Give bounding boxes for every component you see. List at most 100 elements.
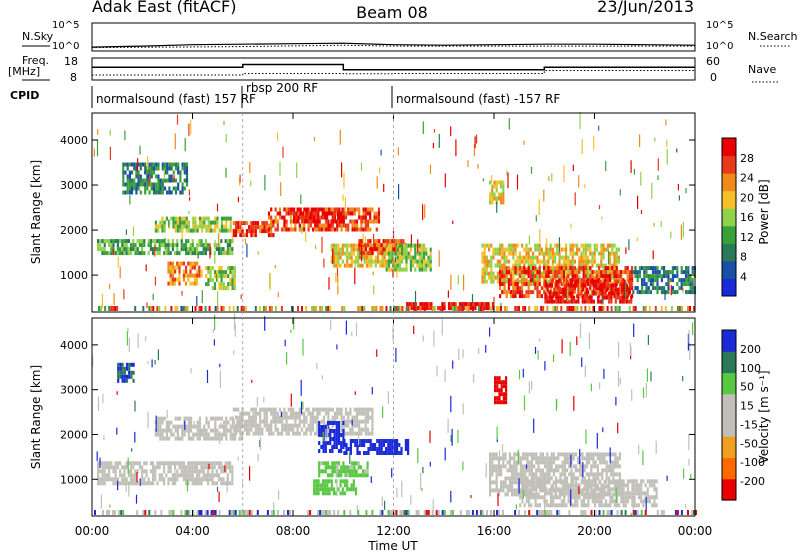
power-cell-10 <box>405 267 408 272</box>
power-cell-0 <box>163 239 166 244</box>
velocity-cell-7 <box>561 452 564 457</box>
power-cell-10 <box>427 255 430 260</box>
power-cell-3 <box>193 261 196 266</box>
velocity-cell-2 <box>281 431 284 436</box>
velocity-cell-8 <box>631 479 634 484</box>
velocity-cell-4 <box>387 451 390 455</box>
power-cell-12 <box>510 290 513 295</box>
velocity-cell-3 <box>331 421 334 425</box>
velocity-cell-2 <box>263 423 266 428</box>
power-near-range <box>184 306 187 311</box>
velocity-cell-8 <box>576 483 579 488</box>
power-cell-10 <box>403 267 406 272</box>
power-cell-5 <box>259 225 262 230</box>
power-speckle <box>457 275 459 285</box>
power-cell-13 <box>630 295 633 300</box>
power-cell-11 <box>503 263 506 268</box>
velocity-cell-5 <box>355 473 358 478</box>
power-cell-10 <box>423 263 426 268</box>
power-cell-14 <box>674 274 677 279</box>
noise-frame <box>91 22 696 52</box>
velocity-cell-5 <box>353 469 356 474</box>
power-speckle <box>609 258 611 272</box>
power-cell-16 <box>412 302 415 307</box>
velocity-cell-0 <box>101 461 104 466</box>
velocity-cell-7 <box>506 484 509 489</box>
power-cell-13 <box>586 299 589 304</box>
power-near-range <box>395 306 398 311</box>
velocity-cell-2 <box>327 411 330 416</box>
power-cell-12 <box>547 290 550 295</box>
velocity-cell-0 <box>220 477 223 482</box>
power-cell-1 <box>161 186 164 191</box>
velocity-cell-4 <box>380 443 383 447</box>
power-cell-16 <box>406 302 409 307</box>
velocity-cell-8 <box>631 503 634 508</box>
power-near-range <box>385 306 388 311</box>
power-near-range <box>574 306 577 311</box>
power-cell-11 <box>556 263 559 268</box>
power-cell-11 <box>514 251 517 256</box>
velocity-cell-7 <box>535 456 538 461</box>
velocity-cell-2 <box>292 415 295 420</box>
power-cell-12 <box>538 270 541 275</box>
velocity-cell-5 <box>318 469 321 474</box>
velocity-cell-8 <box>587 495 590 500</box>
power-cell-13 <box>610 287 613 292</box>
velocity-cell-8 <box>644 483 647 488</box>
power-cell-9 <box>373 247 376 252</box>
noise-left-tick-bottom: 10^0 <box>52 41 79 52</box>
power-near-range <box>628 306 631 311</box>
power-cell-6 <box>369 207 372 212</box>
power-cell-6 <box>287 211 290 216</box>
power-cell-13 <box>588 279 591 284</box>
power-cell-0 <box>189 243 192 248</box>
velocity-cell-2 <box>336 411 339 416</box>
power-speckle <box>231 236 233 244</box>
power-cell-11 <box>571 247 574 252</box>
power-cell-7 <box>332 215 335 220</box>
power-cell-0 <box>215 243 218 248</box>
velocity-cell-2 <box>316 407 319 412</box>
power-cell-15 <box>502 200 505 205</box>
velocity-cell-2 <box>239 423 242 428</box>
velocity-cell-4 <box>393 447 396 451</box>
power-cell-11 <box>483 267 486 272</box>
freq-label: Freq. <box>22 54 49 67</box>
velocity-cell-3 <box>340 441 343 445</box>
velocity-cell-1 <box>214 420 217 425</box>
power-cell-12 <box>521 294 524 299</box>
power-cell-4 <box>213 282 217 287</box>
velocity-cell-4 <box>393 443 396 447</box>
power-cell-5 <box>256 221 260 226</box>
power-cell-12 <box>554 294 557 299</box>
power-cell-6 <box>289 207 293 212</box>
beam-title: Beam 08 <box>356 3 428 22</box>
power-cell-5 <box>234 233 238 238</box>
power-cell-4 <box>218 286 221 291</box>
velocity-cell-7 <box>594 452 597 457</box>
power-cell-4 <box>227 266 230 271</box>
velocity-cell-8 <box>609 503 612 508</box>
power-cell-0 <box>130 251 133 256</box>
velocity-cell-2 <box>289 415 293 420</box>
velocity-cell-0 <box>207 481 210 486</box>
power-cell-14 <box>636 278 639 283</box>
power-cell-12 <box>626 278 629 283</box>
velocity-cell-2 <box>307 411 310 416</box>
power-cell-12 <box>536 294 539 299</box>
velocity-cell-2 <box>340 407 343 412</box>
velocity-cell-7 <box>607 480 610 485</box>
velocity-cell-2 <box>300 419 304 424</box>
power-cell-0 <box>125 251 128 256</box>
power-cell-12 <box>615 270 618 275</box>
velocity-cell-2 <box>267 407 271 412</box>
velocity-cell-8 <box>563 499 566 504</box>
power-near-range <box>176 306 179 311</box>
power-cell-12 <box>501 290 504 295</box>
power-cell-13 <box>599 287 602 292</box>
velocity-cell-7 <box>596 476 599 481</box>
velocity-cell-0 <box>156 481 159 486</box>
power-cell-11 <box>571 263 574 268</box>
velocity-cell-8 <box>574 499 577 504</box>
